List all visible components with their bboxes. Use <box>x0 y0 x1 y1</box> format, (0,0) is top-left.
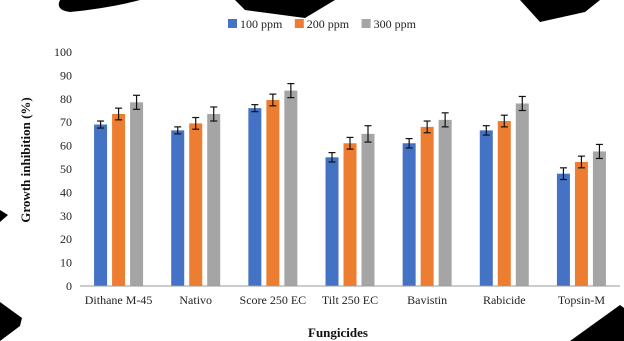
legend-item: 300 ppm <box>361 17 417 31</box>
error-bar <box>500 114 508 128</box>
legend-label: 300 ppm <box>374 17 417 31</box>
bar-100-ppm <box>248 108 262 286</box>
error-bar <box>577 155 585 169</box>
bar-100-ppm <box>556 173 570 286</box>
x-tick-label: Score 250 EC <box>240 293 307 307</box>
bar-100-ppm <box>94 124 108 286</box>
y-tick-label: 80 <box>60 92 72 106</box>
y-tick-label: 40 <box>60 185 72 199</box>
y-tick-label: 20 <box>60 232 72 246</box>
error-bar <box>559 167 567 181</box>
error-bar <box>269 93 277 107</box>
bar-300-ppm <box>438 119 452 286</box>
error-bar <box>482 125 490 136</box>
error-bar <box>97 120 105 129</box>
decorative-shape-top-right <box>520 0 600 22</box>
error-bar <box>364 125 372 143</box>
bar-300-ppm <box>592 151 606 286</box>
legend-item: 100 ppm <box>228 17 283 31</box>
error-bar <box>423 120 431 134</box>
legend-swatch <box>294 19 304 28</box>
error-bar <box>441 112 449 128</box>
legend-swatch <box>361 19 371 28</box>
error-bar <box>133 94 141 110</box>
error-bar <box>251 104 259 113</box>
bar-100-ppm <box>325 157 339 286</box>
bar-200-ppm <box>420 126 434 286</box>
legend-swatch <box>228 19 237 28</box>
y-tick-label: 60 <box>60 139 72 153</box>
legend-label: 200 ppm <box>307 17 350 31</box>
error-bar <box>287 82 295 99</box>
error-bar <box>192 116 200 130</box>
y-tick-label: 100 <box>54 45 72 59</box>
bar-100-ppm <box>171 130 185 286</box>
decorative-shape-left <box>0 210 8 222</box>
bar-200-ppm <box>343 143 357 286</box>
y-tick-label: 50 <box>60 162 72 176</box>
y-tick-label: 10 <box>60 256 72 270</box>
error-bar <box>210 106 218 122</box>
bar-200-ppm <box>497 121 511 286</box>
y-tick-label: 0 <box>66 279 72 293</box>
y-axis: 0 10 20 30 40 50 60 70 80 90 100 <box>54 45 72 293</box>
y-tick-label: 70 <box>60 115 72 129</box>
bar-100-ppm <box>479 130 493 286</box>
error-bar <box>518 95 526 112</box>
error-bars <box>97 82 603 181</box>
bar-300-ppm <box>361 133 375 286</box>
error-bar <box>346 136 354 150</box>
bar-200-ppm <box>574 161 588 286</box>
y-tick-label: 30 <box>60 209 72 223</box>
error-bar <box>595 143 603 160</box>
bar-100-ppm <box>402 143 416 286</box>
decorative-shape-bottom-right <box>570 305 624 341</box>
error-bar <box>115 107 123 121</box>
error-bar <box>174 126 182 135</box>
x-axis: Dithane M-45 Nativo Score 250 EC Tilt 250 E… <box>85 293 606 307</box>
bar-200-ppm <box>112 114 126 286</box>
bar-300-ppm <box>130 102 144 286</box>
x-tick-label: Bavistin <box>407 293 447 307</box>
y-axis-title: Growth inhibition (%) <box>18 97 33 222</box>
x-tick-label: Dithane M-45 <box>85 293 153 307</box>
error-bar <box>405 137 413 149</box>
x-axis-title: Fungicides <box>308 325 368 340</box>
x-tick-label: Tilt 250 EC <box>322 293 378 307</box>
bars <box>94 90 606 287</box>
bar-200-ppm <box>189 123 203 287</box>
decorative-shape-bottom-left <box>0 302 22 341</box>
error-bar <box>328 152 336 163</box>
x-tick-label: Nativo <box>179 293 212 307</box>
legend-label: 100 ppm <box>240 17 283 31</box>
bar-200-ppm <box>266 99 280 286</box>
x-tick-label: Topsin-M <box>558 293 605 307</box>
decorative-shape-top-left <box>58 0 140 12</box>
y-tick-label: 90 <box>60 68 72 82</box>
bar-300-ppm <box>515 103 529 286</box>
bar-300-ppm <box>284 90 298 286</box>
bar-300-ppm <box>207 114 221 286</box>
legend: 100 ppm 200 ppm 300 ppm <box>228 17 417 31</box>
legend-item: 200 ppm <box>294 17 350 31</box>
decorative-shape-top-center <box>235 0 335 18</box>
x-tick-label: Rabicide <box>483 293 526 307</box>
